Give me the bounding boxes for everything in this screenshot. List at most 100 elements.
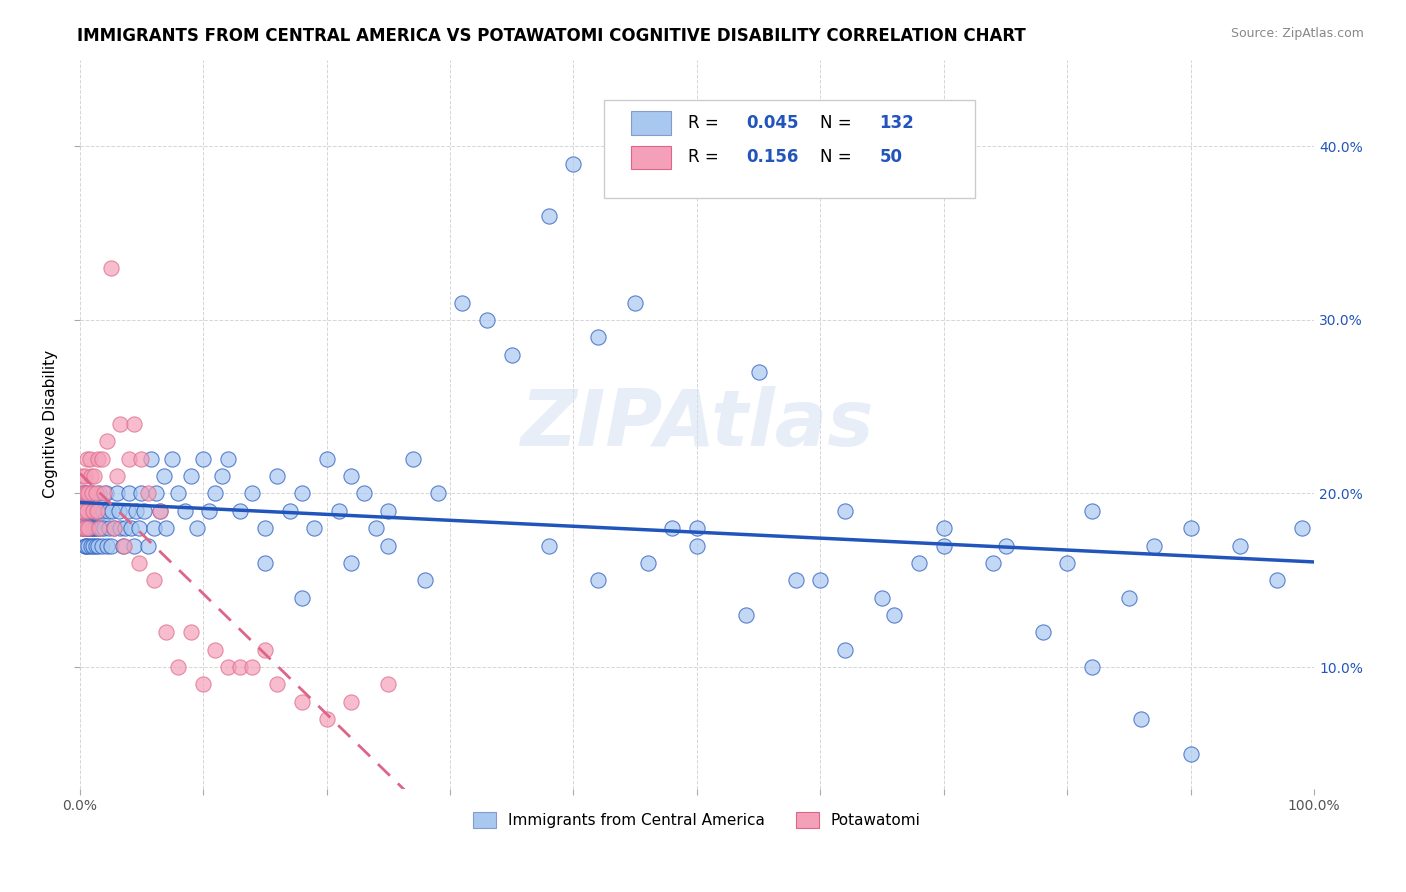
Point — [73, 539, 96, 553]
Point — [83, 504, 105, 518]
Point — [80, 504, 103, 518]
Point — [291, 486, 314, 500]
Point — [77, 486, 100, 500]
Point — [315, 712, 337, 726]
Point — [932, 539, 955, 553]
FancyBboxPatch shape — [631, 145, 671, 169]
Point — [562, 157, 585, 171]
Point — [131, 486, 153, 500]
Point — [908, 556, 931, 570]
Point — [84, 486, 107, 500]
Point — [76, 451, 98, 466]
Point — [377, 539, 399, 553]
Point — [198, 504, 221, 518]
Point — [80, 486, 103, 500]
Point — [76, 521, 98, 535]
Point — [72, 486, 94, 500]
Point — [834, 504, 856, 518]
Point — [118, 486, 141, 500]
Point — [93, 486, 115, 500]
Point — [1081, 660, 1104, 674]
Point — [90, 521, 112, 535]
Point — [145, 486, 167, 500]
Text: R =: R = — [689, 114, 724, 132]
Point — [229, 504, 252, 518]
Point — [136, 486, 159, 500]
Point — [808, 574, 831, 588]
Point — [117, 504, 139, 518]
Point — [73, 486, 96, 500]
Point — [70, 486, 93, 500]
Point — [96, 434, 118, 449]
Point — [686, 521, 709, 535]
Point — [70, 469, 93, 483]
Point — [72, 521, 94, 535]
Point — [131, 451, 153, 466]
Point — [413, 574, 436, 588]
Point — [302, 521, 325, 535]
Point — [110, 417, 132, 431]
Point — [152, 469, 174, 483]
Point — [91, 504, 114, 518]
Point — [994, 539, 1017, 553]
Point — [1056, 556, 1078, 570]
Point — [586, 330, 609, 344]
Point — [315, 451, 337, 466]
Point — [204, 486, 226, 500]
Point — [1229, 539, 1251, 553]
Point — [118, 451, 141, 466]
Point — [108, 504, 131, 518]
Point — [75, 521, 97, 535]
Point — [353, 486, 375, 500]
Point — [291, 591, 314, 605]
Point — [77, 521, 100, 535]
Point — [180, 625, 202, 640]
Point — [191, 677, 214, 691]
Point — [155, 521, 177, 535]
Point — [142, 574, 165, 588]
Point — [122, 539, 145, 553]
Text: N =: N = — [820, 148, 858, 166]
Point — [75, 539, 97, 553]
Point — [87, 539, 110, 553]
Point — [586, 574, 609, 588]
Point — [121, 521, 143, 535]
Point — [105, 486, 128, 500]
Point — [80, 486, 103, 500]
Point — [735, 607, 758, 622]
Point — [76, 504, 98, 518]
Point — [82, 521, 104, 535]
Point — [149, 504, 172, 518]
Point — [86, 504, 108, 518]
Point — [340, 469, 363, 483]
Point — [70, 504, 93, 518]
Point — [72, 504, 94, 518]
Point — [76, 486, 98, 500]
Text: 0.156: 0.156 — [747, 148, 799, 166]
Point — [377, 677, 399, 691]
Point — [100, 260, 122, 275]
Text: ZIPAtlas: ZIPAtlas — [520, 386, 873, 462]
Point — [76, 504, 98, 518]
Point — [83, 469, 105, 483]
Point — [72, 504, 94, 518]
Point — [834, 642, 856, 657]
Text: 50: 50 — [880, 148, 903, 166]
FancyBboxPatch shape — [605, 100, 974, 198]
Point — [90, 451, 112, 466]
Point — [426, 486, 449, 500]
Point — [142, 521, 165, 535]
Point — [96, 539, 118, 553]
Point — [340, 695, 363, 709]
Point — [661, 521, 683, 535]
Point — [253, 556, 276, 570]
Point — [80, 469, 103, 483]
Point — [100, 504, 122, 518]
Point — [883, 607, 905, 622]
Point — [1143, 539, 1166, 553]
Point — [211, 469, 233, 483]
Text: N =: N = — [820, 114, 858, 132]
Point — [537, 539, 560, 553]
Point — [291, 695, 314, 709]
Point — [141, 451, 163, 466]
